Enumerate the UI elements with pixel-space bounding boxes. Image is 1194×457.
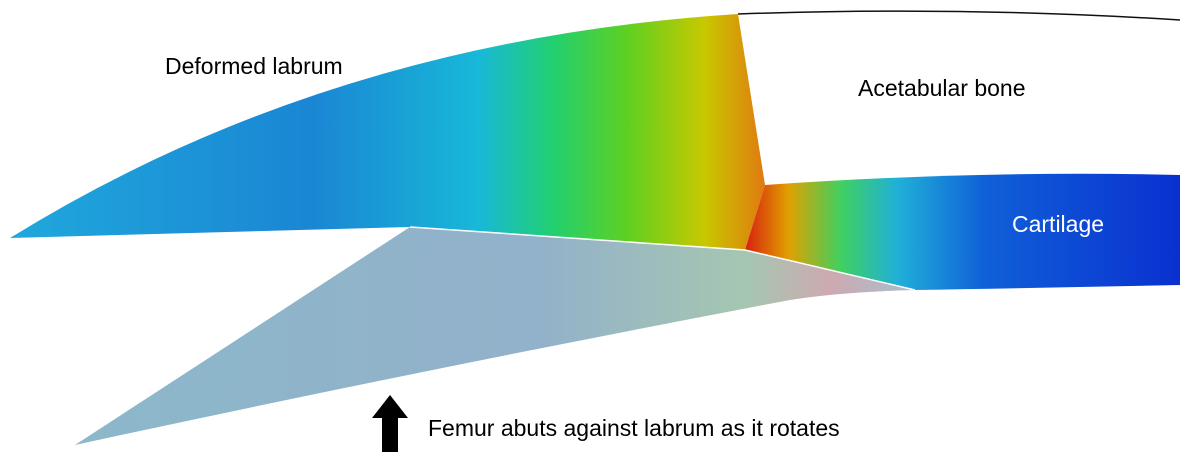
label: Deformed labrum [165,53,343,79]
labrum [10,14,765,250]
bone-outline [738,11,1180,20]
label: Acetabular bone [858,75,1026,101]
label: Cartilage [1012,211,1104,237]
arrow [372,395,408,452]
diagram: Deformed labrum Acetabular bone Cartilag… [0,0,1194,457]
label: Femur abuts against labrum as it rotates [428,415,840,441]
